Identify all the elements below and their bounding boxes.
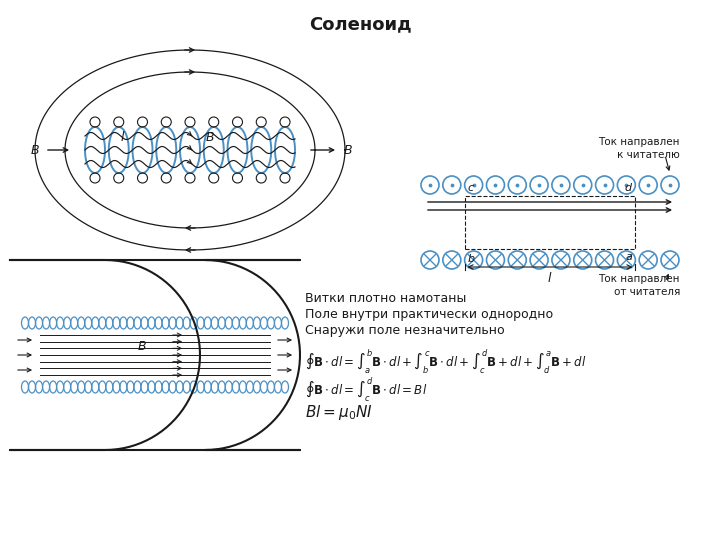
Text: $c$: $c$ (467, 183, 474, 193)
Text: $a$: $a$ (625, 252, 634, 262)
Text: $\oint\mathbf{B}\cdot dl = \int_a^b\mathbf{B}\cdot dl + \int_b^c\mathbf{B}\cdot : $\oint\mathbf{B}\cdot dl = \int_a^b\math… (305, 347, 587, 375)
Text: $\oint\mathbf{B}\cdot dl = \int_c^d\mathbf{B}\cdot dl = Bl$: $\oint\mathbf{B}\cdot dl = \int_c^d\math… (305, 375, 427, 403)
Text: $Bl = \mu_0 NI$: $Bl = \mu_0 NI$ (305, 403, 373, 422)
Text: $B$: $B$ (205, 131, 215, 144)
Text: Соленоид: Соленоид (309, 15, 411, 33)
Text: $d$: $d$ (624, 181, 634, 193)
Text: Поле внутри практически однородно: Поле внутри практически однородно (305, 308, 553, 321)
Text: $B$: $B$ (343, 144, 353, 157)
Text: $b$: $b$ (467, 252, 475, 264)
Text: $B$: $B$ (137, 340, 147, 353)
Text: $l$: $l$ (547, 271, 553, 285)
Text: Витки плотно намотаны: Витки плотно намотаны (305, 292, 467, 305)
Text: Ток направлен
от читателя: Ток направлен от читателя (598, 274, 680, 297)
Text: Снаружи поле незначительно: Снаружи поле незначительно (305, 324, 505, 337)
Bar (464, 196, 635, 249)
Text: $B$: $B$ (30, 144, 40, 157)
Text: $l$: $l$ (120, 130, 125, 144)
Text: Ток направлен
к читателю: Ток направлен к читателю (598, 137, 680, 160)
